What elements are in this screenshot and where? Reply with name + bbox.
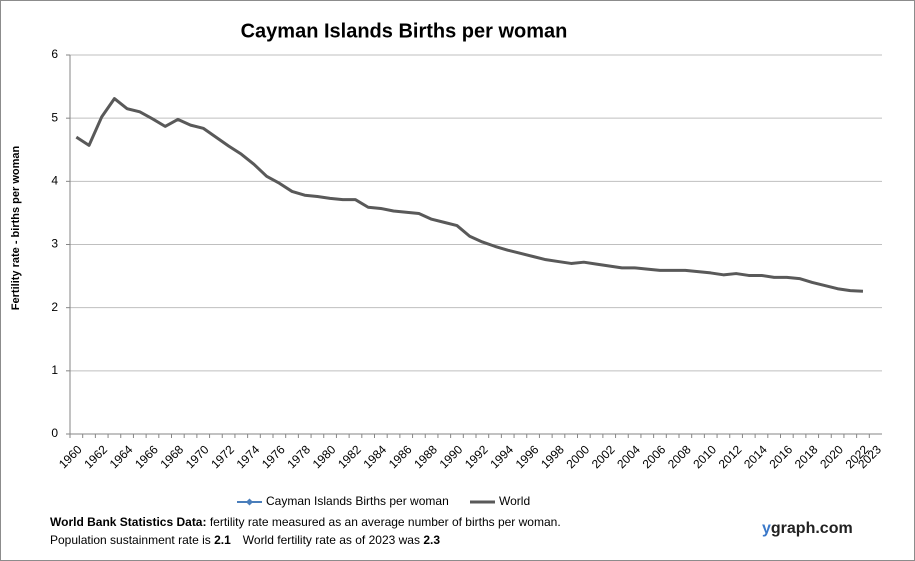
footer-line-1: World Bank Statistics Data: fertility ra…	[50, 515, 561, 529]
footer-sustainment-value: 2.1	[214, 533, 231, 547]
y-tick-label: 0	[51, 426, 58, 440]
legend-label: World	[499, 494, 530, 508]
y-tick-label: 3	[51, 237, 58, 251]
brand-name: graph.com	[771, 520, 853, 537]
footer-source-label: World Bank Statistics Data:	[50, 515, 206, 529]
footer-world-label: World fertility rate as of 2023 was	[243, 533, 424, 547]
y-tick-label: 5	[51, 110, 58, 124]
footer-source-text: fertility rate measured as an average nu…	[206, 515, 560, 529]
y-axis-label: Fertility rate - births per woman	[10, 146, 22, 311]
y-tick-label: 4	[51, 174, 58, 188]
y-tick-label: 2	[51, 300, 58, 314]
legend-marker	[245, 498, 254, 506]
footer-sustainment-label: Population sustainment rate is	[50, 533, 214, 547]
footer-world-value: 2.3	[423, 533, 440, 547]
y-tick-label: 6	[51, 47, 58, 61]
brand: ygraph.com	[762, 520, 853, 537]
chart-title: Cayman Islands Births per woman	[241, 20, 568, 42]
footer-line-2: Population sustainment rate is 2.1 World …	[50, 533, 440, 547]
series-line	[75, 97, 864, 293]
brand-prefix: y	[762, 520, 771, 537]
y-tick-label: 1	[51, 363, 58, 377]
legend-label: Cayman Islands Births per woman	[266, 494, 449, 508]
